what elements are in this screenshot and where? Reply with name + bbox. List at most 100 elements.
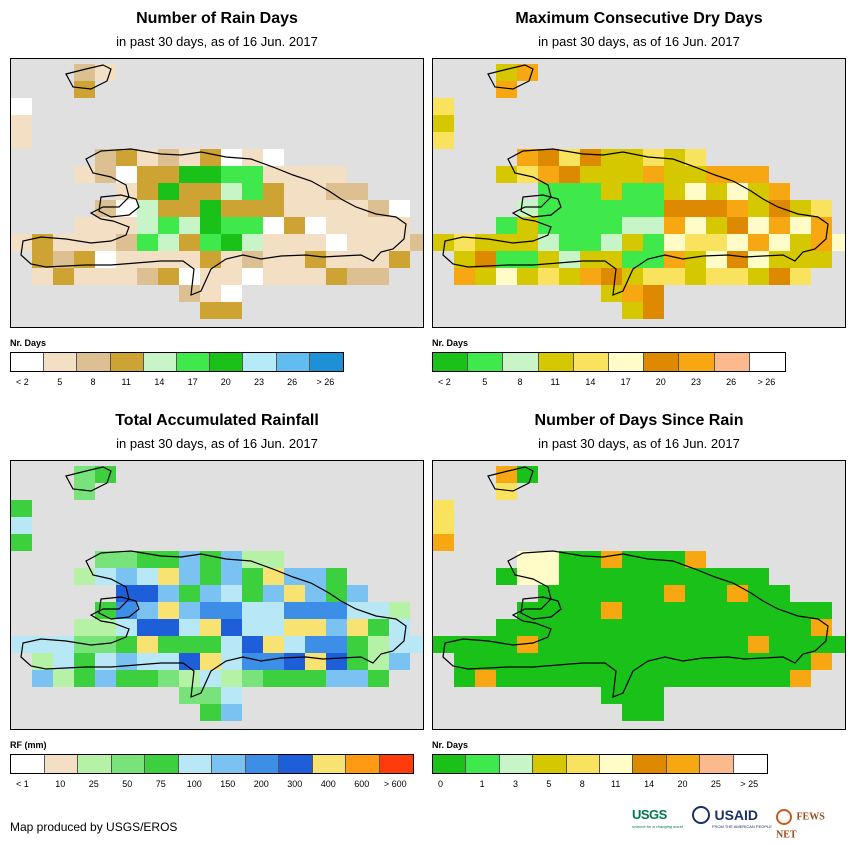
- grid-cell: [454, 268, 475, 285]
- grid-cell: [517, 568, 538, 585]
- legend-labels: < 1 10 25 50 75 100 150 200 300 400 600 > 600: [10, 779, 412, 791]
- legend-swatch: [77, 353, 111, 371]
- grid-cell: [706, 217, 727, 234]
- grid-cell: [685, 149, 706, 166]
- grid-cell: [389, 200, 410, 217]
- grid-cell: [496, 670, 517, 687]
- grid-cell: [242, 653, 263, 670]
- grid-cell: [748, 636, 769, 653]
- coastline: [442, 148, 829, 296]
- grid-cell: [221, 568, 242, 585]
- grid-cell: [664, 234, 685, 251]
- legend-swatch: [309, 353, 343, 371]
- usaid-logo: USAID FROM THE AMERICAN PEOPLE: [692, 806, 772, 829]
- grid-cell: [326, 619, 347, 636]
- grid-cell: [11, 500, 32, 517]
- grid-cell: [790, 251, 811, 268]
- grid-cell: [664, 251, 685, 268]
- grid-cell: [200, 551, 221, 568]
- grid-cell: [221, 268, 242, 285]
- grid-cell: [559, 268, 580, 285]
- legend-swatch: [212, 755, 246, 773]
- grid-cell: [284, 200, 305, 217]
- grid-cell: [685, 619, 706, 636]
- grid-cell: [284, 619, 305, 636]
- grid-cell: [200, 687, 221, 704]
- grid-cell: [643, 704, 664, 721]
- grid-cell: [158, 551, 179, 568]
- grid-cell: [601, 670, 622, 687]
- grid-cell: [347, 217, 368, 234]
- legend-bar: [432, 754, 768, 774]
- grid-cell: [305, 602, 326, 619]
- grid-cell: [790, 653, 811, 670]
- grid-cell: [32, 268, 53, 285]
- grid-cell: [221, 217, 242, 234]
- grid-cell: [158, 149, 179, 166]
- grid-cell: [601, 149, 622, 166]
- panel-title: Number of Rain Days: [136, 10, 298, 27]
- grid-cell: [559, 183, 580, 200]
- legend-swatch: [433, 755, 467, 773]
- grid-cell: [368, 619, 389, 636]
- grid-cell: [284, 183, 305, 200]
- grid-cell: [326, 251, 347, 268]
- grid-cell: [305, 670, 326, 687]
- grid-cell: [601, 166, 622, 183]
- grid-cell: [221, 670, 242, 687]
- legend-swatch: [111, 755, 145, 773]
- grid-cell: [601, 285, 622, 302]
- grid-cell: [517, 636, 538, 653]
- grid-cell: [200, 166, 221, 183]
- legend-label: 14: [154, 377, 165, 387]
- grid-cell: [263, 166, 284, 183]
- grid-cell: [347, 585, 368, 602]
- grid-cell: [347, 251, 368, 268]
- grid-cell: [622, 585, 643, 602]
- grid-cell: [263, 551, 284, 568]
- grid-cell: [263, 217, 284, 234]
- grid-cell: [664, 653, 685, 670]
- legend-swatch: [714, 353, 750, 371]
- grid-cell: [95, 234, 116, 251]
- grid-cell: [368, 636, 389, 653]
- grid-cell: [368, 217, 389, 234]
- grid-cell: [116, 149, 137, 166]
- grid-cell: [559, 670, 580, 687]
- grid-cell: [179, 234, 200, 251]
- grid-cell: [137, 183, 158, 200]
- grid-cell: [95, 670, 116, 687]
- grid-cell: [475, 234, 496, 251]
- grid-cell: [137, 585, 158, 602]
- grid-cell: [727, 619, 748, 636]
- grid-cell: [263, 251, 284, 268]
- grid-cell: [517, 670, 538, 687]
- grid-cell: [158, 568, 179, 585]
- legend-label: 50: [122, 779, 133, 789]
- grid-cell: [622, 687, 643, 704]
- grid-cell: [221, 653, 242, 670]
- panel-subtitle: in past 30 days, as of 16 Jun. 2017: [116, 34, 318, 49]
- grid-cell: [305, 585, 326, 602]
- legend-swatch: [245, 755, 279, 773]
- legend-swatch: [243, 353, 277, 371]
- legend-swatch: [533, 755, 567, 773]
- grid-cell: [200, 585, 221, 602]
- grid-cell: [347, 234, 368, 251]
- grid-cell: [517, 149, 538, 166]
- grid-cell: [158, 234, 179, 251]
- grid-cell: [748, 602, 769, 619]
- grid-cell: [158, 636, 179, 653]
- grid-cell: [496, 483, 517, 500]
- grid-cell: [433, 500, 454, 517]
- grid-cell: [263, 585, 284, 602]
- grid-cell: [685, 653, 706, 670]
- grid-cell: [200, 285, 221, 302]
- grid-cell: [116, 585, 137, 602]
- legend-swatch: [178, 755, 212, 773]
- grid-cell: [538, 200, 559, 217]
- grid-cell: [242, 268, 263, 285]
- legend-title: Nr. Days: [10, 338, 47, 348]
- legend-title: Nr. Days: [432, 740, 469, 750]
- grid-cell: [622, 251, 643, 268]
